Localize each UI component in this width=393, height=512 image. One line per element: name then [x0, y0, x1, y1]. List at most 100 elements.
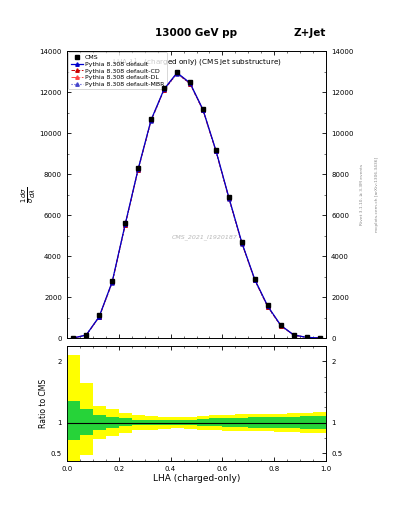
Pythia 8.308 default: [175, 70, 180, 76]
Pythia 8.308 default-CD: [84, 332, 89, 338]
Pythia 8.308 default: [318, 335, 322, 341]
CMS: [149, 116, 153, 122]
CMS: [136, 165, 141, 171]
Pythia 8.308 default-DL: [84, 332, 89, 338]
CMS: [304, 334, 309, 340]
Text: Z+Jet: Z+Jet: [294, 28, 326, 38]
CMS: [318, 335, 322, 341]
CMS: [253, 275, 257, 282]
Pythia 8.308 default-CD: [278, 323, 283, 329]
Pythia 8.308 default-MBR: [84, 332, 89, 338]
CMS: [214, 146, 219, 153]
CMS: [84, 332, 89, 338]
Pythia 8.308 default: [123, 221, 128, 227]
Pythia 8.308 default-MBR: [136, 167, 141, 173]
Line: Pythia 8.308 default-DL: Pythia 8.308 default-DL: [72, 71, 321, 340]
Text: LHA $\lambda^{1}_{0.5}$ (charged only) (CMS jet substructure): LHA $\lambda^{1}_{0.5}$ (charged only) (…: [112, 57, 281, 70]
Pythia 8.308 default-MBR: [318, 335, 322, 341]
Pythia 8.308 default-CD: [318, 335, 322, 341]
Pythia 8.308 default-MBR: [201, 108, 206, 114]
X-axis label: LHA (charged-only): LHA (charged-only): [153, 475, 240, 483]
Pythia 8.308 default-DL: [240, 240, 244, 246]
Pythia 8.308 default-MBR: [188, 81, 193, 87]
CMS: [292, 332, 296, 338]
Text: Rivet 3.1.10, ≥ 3.3M events: Rivet 3.1.10, ≥ 3.3M events: [360, 164, 364, 225]
CMS: [175, 69, 180, 75]
Pythia 8.308 default-MBR: [227, 196, 231, 202]
Pythia 8.308 default-MBR: [123, 222, 128, 228]
Pythia 8.308 default-MBR: [149, 118, 153, 124]
Pythia 8.308 default-DL: [162, 87, 167, 93]
CMS: [278, 322, 283, 328]
Pythia 8.308 default: [201, 106, 206, 113]
Line: Pythia 8.308 default-MBR: Pythia 8.308 default-MBR: [72, 72, 321, 340]
Pythia 8.308 default-DL: [149, 117, 153, 123]
Pythia 8.308 default-DL: [97, 314, 101, 320]
Pythia 8.308 default: [71, 335, 75, 341]
Pythia 8.308 default-DL: [318, 335, 322, 341]
Pythia 8.308 default-DL: [188, 80, 193, 87]
Pythia 8.308 default: [162, 86, 167, 92]
Legend: CMS, Pythia 8.308 default, Pythia 8.308 default-CD, Pythia 8.308 default-DL, Pyt: CMS, Pythia 8.308 default, Pythia 8.308 …: [68, 52, 167, 89]
Pythia 8.308 default: [84, 332, 89, 338]
Pythia 8.308 default-MBR: [97, 314, 101, 320]
Pythia 8.308 default: [292, 332, 296, 338]
CMS: [110, 278, 115, 284]
Pythia 8.308 default: [149, 117, 153, 123]
Pythia 8.308 default-DL: [253, 277, 257, 283]
Pythia 8.308 default: [110, 279, 115, 285]
Pythia 8.308 default-DL: [201, 107, 206, 113]
CMS: [162, 85, 167, 91]
Line: Pythia 8.308 default-CD: Pythia 8.308 default-CD: [72, 72, 321, 340]
Line: CMS: CMS: [72, 70, 321, 340]
Y-axis label: $\frac{1}{\sigma}\frac{d\sigma}{d\lambda}$: $\frac{1}{\sigma}\frac{d\sigma}{d\lambda…: [20, 186, 38, 203]
Pythia 8.308 default-MBR: [240, 241, 244, 247]
Pythia 8.308 default: [188, 80, 193, 86]
Pythia 8.308 default-DL: [123, 222, 128, 228]
CMS: [188, 79, 193, 85]
Pythia 8.308 default-DL: [175, 70, 180, 76]
Pythia 8.308 default-MBR: [292, 332, 296, 338]
Pythia 8.308 default-CD: [136, 166, 141, 173]
Pythia 8.308 default-DL: [214, 148, 219, 154]
Pythia 8.308 default-CD: [110, 279, 115, 285]
CMS: [266, 302, 270, 308]
CMS: [227, 194, 231, 200]
Pythia 8.308 default: [227, 195, 231, 201]
Pythia 8.308 default-DL: [227, 195, 231, 201]
Pythia 8.308 default-DL: [136, 166, 141, 173]
Pythia 8.308 default-CD: [292, 332, 296, 338]
Pythia 8.308 default-CD: [214, 148, 219, 154]
Pythia 8.308 default-CD: [149, 117, 153, 123]
Pythia 8.308 default-DL: [304, 334, 309, 340]
Pythia 8.308 default-MBR: [175, 71, 180, 77]
CMS: [123, 220, 128, 226]
Pythia 8.308 default-MBR: [253, 278, 257, 284]
CMS: [201, 105, 206, 112]
Pythia 8.308 default-CD: [253, 277, 257, 283]
Text: mcplots.cern.ch [arXiv:1306.3436]: mcplots.cern.ch [arXiv:1306.3436]: [375, 157, 379, 232]
Pythia 8.308 default-CD: [240, 240, 244, 246]
Pythia 8.308 default: [240, 240, 244, 246]
Pythia 8.308 default-CD: [123, 222, 128, 228]
Pythia 8.308 default-CD: [304, 334, 309, 340]
Pythia 8.308 default: [253, 276, 257, 283]
Pythia 8.308 default: [214, 147, 219, 154]
CMS: [97, 312, 101, 318]
Y-axis label: Ratio to CMS: Ratio to CMS: [39, 379, 48, 428]
Pythia 8.308 default-DL: [71, 335, 75, 341]
Pythia 8.308 default: [97, 313, 101, 319]
Text: 13000 GeV pp: 13000 GeV pp: [156, 28, 237, 38]
Text: CMS_2021_I1920187: CMS_2021_I1920187: [171, 235, 237, 241]
Pythia 8.308 default-CD: [188, 80, 193, 87]
Pythia 8.308 default-MBR: [110, 280, 115, 286]
Pythia 8.308 default-DL: [292, 332, 296, 338]
Pythia 8.308 default-DL: [110, 279, 115, 285]
Pythia 8.308 default-CD: [227, 195, 231, 201]
Pythia 8.308 default-MBR: [71, 335, 75, 341]
Pythia 8.308 default-CD: [97, 314, 101, 320]
Pythia 8.308 default: [266, 303, 270, 309]
Pythia 8.308 default: [136, 166, 141, 172]
Pythia 8.308 default-MBR: [304, 334, 309, 340]
Pythia 8.308 default-CD: [201, 107, 206, 113]
